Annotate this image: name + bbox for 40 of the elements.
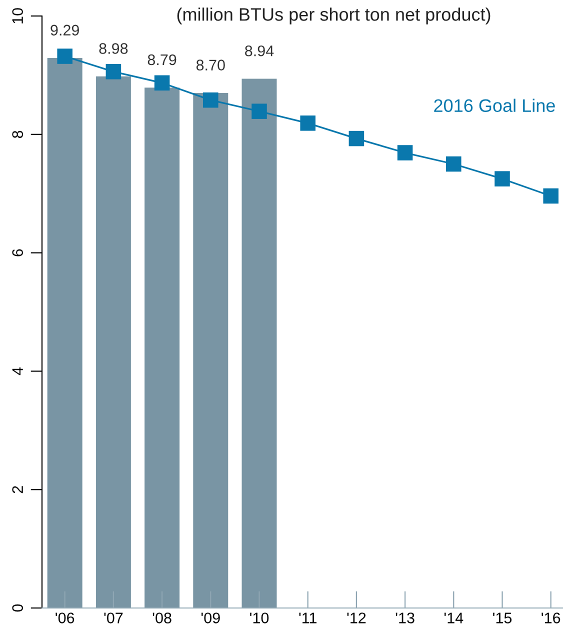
y-tick-label: 6 [12,249,24,256]
x-tick-label: '08 [152,612,172,624]
x-tick-label: '10 [250,612,269,624]
bar [47,58,82,608]
point [252,104,267,119]
data-label: 8.70 [196,60,225,70]
data-label: 8.98 [99,43,128,54]
bar [96,76,131,608]
point [57,48,72,64]
y-tick-label: 8 [12,130,24,138]
x-tick-label: '12 [347,612,366,624]
text: 2016 Goal Line [434,98,555,112]
x-tick-label: '14 [444,612,464,624]
point [397,145,413,160]
x-tick-label: '11 [299,612,316,624]
bar [144,88,180,608]
x-tick-label: '07 [104,612,123,624]
data-label: 9.29 [50,24,79,36]
point [494,171,510,186]
x-tick-label: '15 [493,612,512,624]
data-label: 8.79 [148,54,176,66]
bar [193,92,228,608]
point [106,64,122,80]
point [543,188,558,204]
data-label: 8.94 [245,45,274,56]
x-tick-label: '13 [396,612,414,624]
chart-title: (million BTUs per short ton net product) [177,8,490,24]
bar [242,78,277,608]
x-tick-label: '16 [542,612,560,624]
x-tick-label: '06 [56,612,74,624]
point [300,116,316,131]
y-tick-label: 2 [12,486,23,494]
y-tick-label: 0 [12,604,24,612]
x-tick-label: '09 [201,612,220,624]
y-tick-label: 10 [12,8,24,24]
point [446,156,462,172]
point [203,92,218,108]
point [348,130,364,146]
y-tick-label: 4 [12,367,23,376]
point [154,75,170,91]
